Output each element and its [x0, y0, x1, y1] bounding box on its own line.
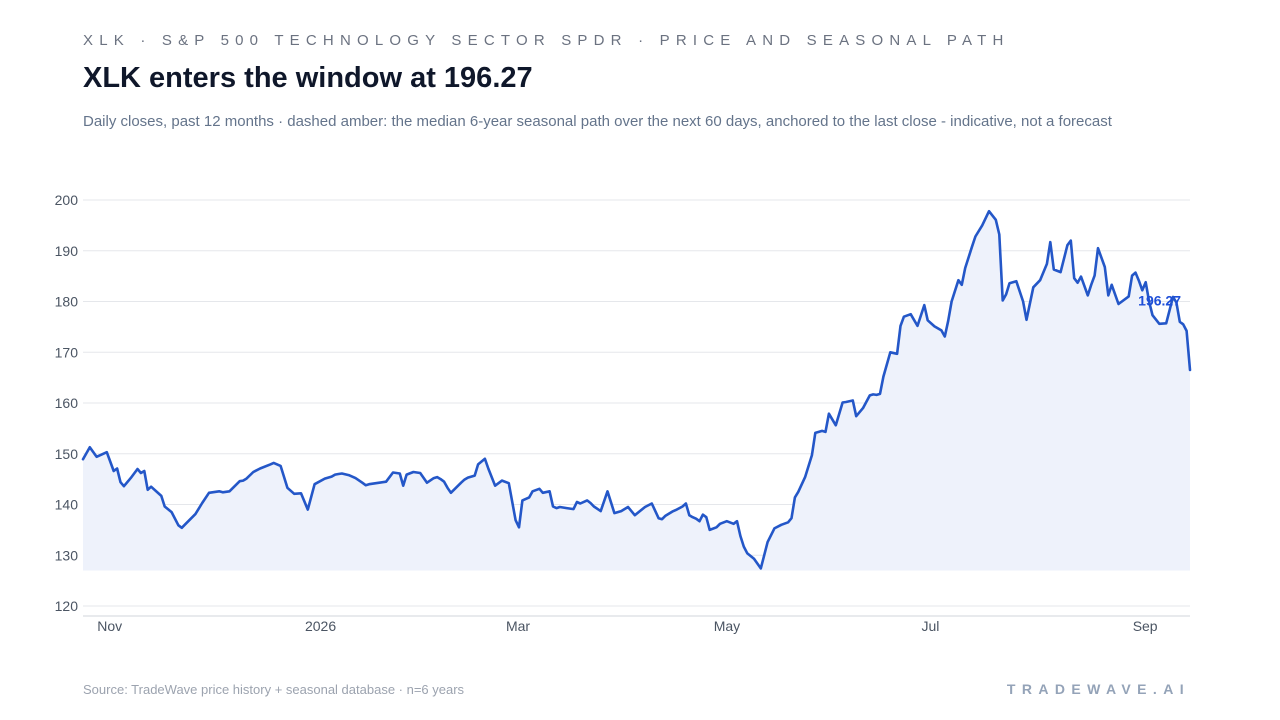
y-tick-label: 160: [55, 395, 79, 411]
last-close-label: 196.27: [1138, 292, 1181, 308]
x-tick-label: Mar: [506, 618, 530, 634]
price-area-fill: [83, 211, 1190, 571]
x-tick-label: May: [714, 618, 740, 634]
y-tick-label: 190: [55, 243, 79, 259]
y-tick-label: 170: [55, 344, 79, 360]
x-tick-label: Sep: [1133, 618, 1158, 634]
x-tick-label: Jul: [922, 618, 940, 634]
chart-eyebrow: XLK · S&P 500 TECHNOLOGY SECTOR SPDR · P…: [83, 32, 1010, 49]
chart-title: XLK enters the window at 196.27: [83, 62, 533, 94]
x-tick-label: Nov: [97, 618, 122, 634]
brand-logo-text: TRADEWAVE.AI: [1006, 681, 1190, 697]
y-tick-label: 150: [55, 446, 79, 462]
y-tick-label: 180: [55, 294, 79, 310]
y-tick-label: 120: [55, 598, 79, 614]
chart-subtitle: Daily closes, past 12 months · dashed am…: [83, 113, 1112, 130]
source-note: Source: TradeWave price history + season…: [83, 682, 465, 697]
price-line: [81, 209, 1192, 570]
y-tick-label: 200: [55, 192, 79, 208]
x-tick-label: 2026: [305, 618, 336, 634]
y-tick-label: 130: [55, 547, 79, 563]
y-tick-label: 140: [55, 497, 79, 513]
